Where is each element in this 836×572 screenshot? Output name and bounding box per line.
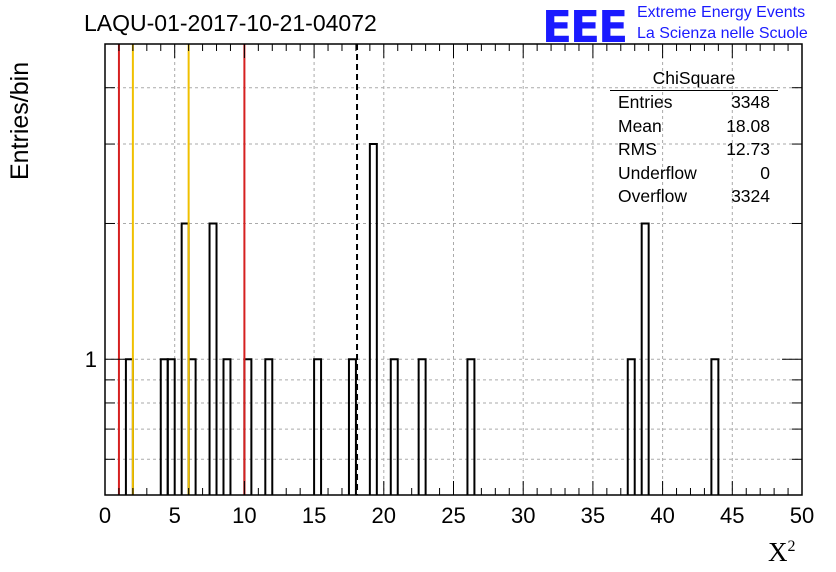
histogram-bin: [264, 358, 274, 495]
x-tick-label: 40: [650, 503, 674, 528]
stats-label: Underflow: [618, 162, 697, 183]
stats-row-underflow: Underflow 0: [610, 162, 778, 186]
stats-label: Overflow: [618, 186, 688, 206]
x-tick-label: 35: [581, 503, 605, 528]
stats-value: 3324: [731, 186, 770, 206]
stats-label: RMS: [618, 139, 657, 159]
logo-line1: Extreme Energy Events: [637, 4, 806, 21]
x-tick-label: 30: [511, 503, 535, 528]
y-tick-label: 1: [85, 347, 97, 372]
x-tick-label: 25: [441, 503, 465, 528]
logo-caption: Extreme Energy Events La Scienza nelle S…: [637, 2, 808, 44]
histogram-bin: [640, 222, 650, 495]
stats-value: 18.08: [726, 115, 770, 136]
histogram-bin: [710, 358, 720, 495]
histogram-bin: [417, 358, 427, 495]
x-axis-label-base: X: [768, 537, 788, 567]
x-tick-label: 45: [720, 503, 744, 528]
stats-label: Mean: [618, 115, 662, 136]
stats-box: ChiSquare Entries 3348 Mean 18.08 RMS 12.73 Un…: [610, 67, 778, 209]
stats-value: 12.73: [726, 139, 770, 159]
x-tick-label: 20: [372, 503, 396, 528]
stats-row-mean: Mean 18.08: [610, 115, 778, 139]
stats-value: 3348: [731, 92, 770, 112]
stats-value: 0: [760, 162, 770, 183]
x-axis-label-sup: 2: [787, 538, 796, 555]
stats-row-overflow: Overflow 3324: [610, 185, 778, 209]
chart-title: LAQU-01-2017-10-21-04072: [84, 10, 377, 36]
histogram-bin: [347, 358, 357, 495]
logo-line2: La Scienza nelle Scuole: [637, 25, 808, 42]
stats-row-rms: RMS 12.73: [610, 138, 778, 162]
histogram-bin: [313, 358, 323, 495]
stats-label: Entries: [618, 92, 673, 112]
histogram-bin: [466, 358, 476, 495]
x-tick-label: 15: [302, 503, 326, 528]
histogram-bin: [626, 358, 636, 495]
x-tick-label: 0: [99, 503, 111, 528]
y-axis-label: Entries/bin: [6, 61, 34, 180]
stats-title: ChiSquare: [610, 67, 778, 91]
x-tick-label: 5: [169, 503, 181, 528]
histogram-bin: [368, 143, 378, 495]
histogram-bin: [208, 222, 218, 495]
histogram-bin: [166, 358, 176, 495]
stats-row-entries: Entries 3348: [610, 91, 778, 115]
stats-rows: Entries 3348 Mean 18.08 RMS 12.73 Underflow 0 Ov…: [610, 91, 778, 209]
histogram-bin: [389, 358, 399, 495]
eee-logo: EEE: [542, 2, 628, 53]
x-tick-label: 50: [790, 503, 814, 528]
histogram-bin: [222, 358, 232, 495]
x-axis-label: X2: [768, 537, 796, 568]
x-tick-label: 10: [232, 503, 256, 528]
